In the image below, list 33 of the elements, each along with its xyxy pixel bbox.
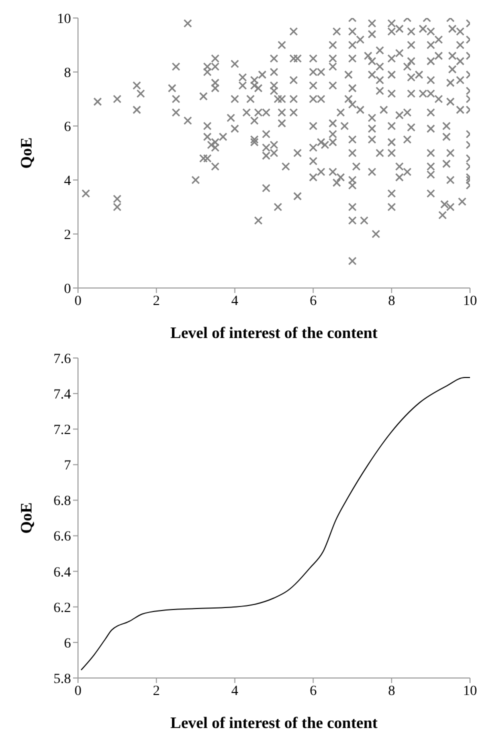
y-tick-label: 10 — [57, 12, 71, 27]
y-tick-label: 6.8 — [54, 494, 71, 510]
y-tick-label: 8 — [64, 66, 71, 81]
x-tick-label: 8 — [388, 294, 396, 309]
x-tick-label: 10 — [463, 294, 477, 309]
y-tick-label: 2 — [64, 228, 71, 243]
y-tick-label: 7.6 — [54, 352, 71, 367]
x-tick-label: 2 — [152, 294, 160, 309]
y-axis-title: QoE — [18, 137, 36, 169]
x-tick-label: 8 — [388, 684, 396, 699]
y-tick-label: 6.6 — [54, 530, 71, 545]
x-tick-label: 6 — [310, 294, 317, 309]
x-tick-label: 10 — [463, 684, 477, 699]
x-tick-label: 0 — [74, 684, 82, 699]
y-tick-label: 5.8 — [54, 672, 71, 687]
y-tick-label: 7.2 — [54, 423, 71, 438]
y-tick-label: 0 — [64, 282, 71, 297]
y-tick-label: 7.4 — [54, 388, 71, 403]
x-tick-label: 0 — [74, 294, 82, 309]
y-tick-label: 6 — [64, 636, 71, 652]
x-tick-label: 4 — [231, 294, 238, 309]
y-tick-label: 7 — [64, 458, 71, 474]
x-axis-title: Level of interest of the content — [170, 325, 378, 342]
x-tick-label: 4 — [231, 684, 238, 699]
line-series — [80, 377, 470, 670]
y-tick-label: 4 — [64, 174, 71, 189]
y-tick-label: 6.4 — [54, 565, 71, 580]
x-tick-label: 2 — [152, 684, 160, 699]
y-tick-label: 6 — [64, 120, 71, 135]
x-tick-label: 6 — [310, 684, 317, 699]
y-axis-title: QoE — [18, 502, 36, 534]
y-tick-label: 6.2 — [54, 600, 71, 616]
x-axis-title: Level of interest of the content — [170, 715, 378, 732]
